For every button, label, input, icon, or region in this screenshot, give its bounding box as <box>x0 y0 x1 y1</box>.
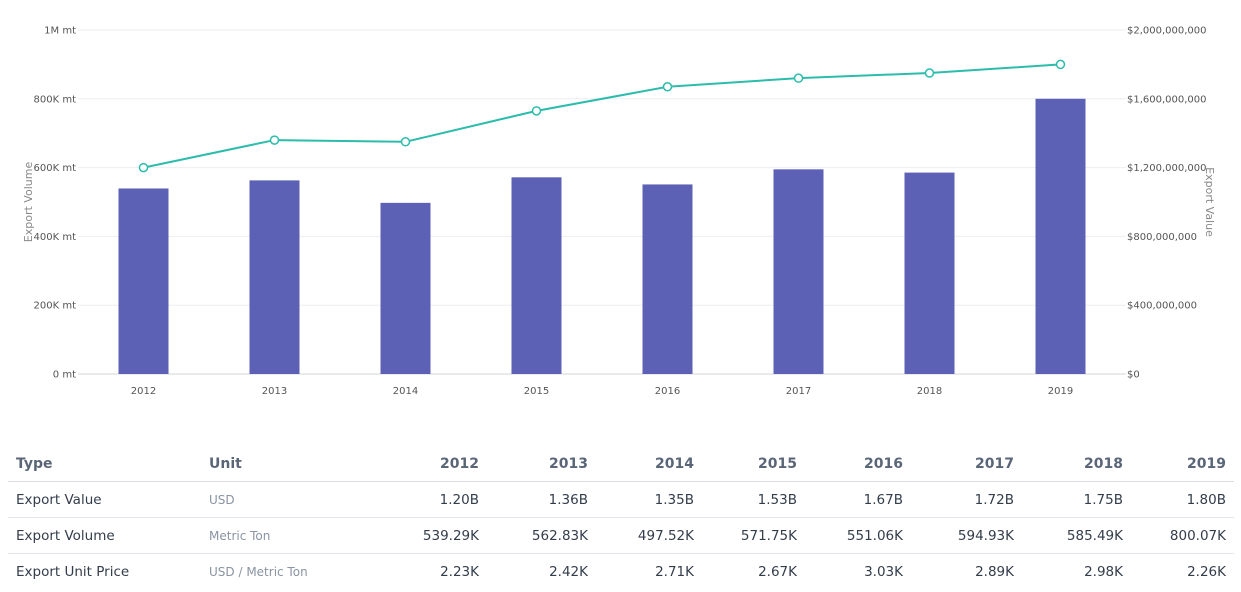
table-row: Export Volume Metric Ton 539.29K 562.83K 497… <box>8 517 1234 554</box>
column-header: 2018 <box>1022 446 1131 482</box>
bar-2015[interactable] <box>511 177 562 374</box>
table-cell: 1.53B <box>702 481 805 518</box>
y-tick-label: 0 mt <box>53 370 76 381</box>
row-type: Export Value <box>8 481 201 518</box>
x-tick-label: 2012 <box>131 386 156 397</box>
table-cell: 571.75K <box>702 517 805 554</box>
table-cell: 800.07K <box>1131 517 1234 554</box>
left-axis: 0 mt 200K mt 400K mt 600K mt 800K mt 1M mt <box>34 26 77 381</box>
bar-2013[interactable] <box>249 180 300 374</box>
x-tick-label: 2017 <box>786 386 811 397</box>
table-cell: 2.71K <box>655 563 694 580</box>
point-2019[interactable] <box>1055 59 1066 70</box>
y2-tick-label: $0 <box>1127 370 1140 381</box>
bar-2018[interactable] <box>904 172 955 374</box>
table-cell: 594.93K <box>911 517 1022 554</box>
bar-2017[interactable] <box>773 169 824 374</box>
row-type: Export Volume <box>8 517 201 554</box>
x-tick-label: 2018 <box>917 386 942 397</box>
gridlines <box>78 29 1126 375</box>
table-cell: 1.67B <box>805 481 911 518</box>
x-tick-label: 2019 <box>1048 386 1073 397</box>
table-cell: 1.35B <box>596 481 702 518</box>
line-series-export-value <box>138 59 1066 173</box>
table-header-row: Type Unit 2012 2013 2014 2015 2016 2017 2018 2019 <box>8 446 1234 482</box>
table-cell: 1.20B <box>381 481 487 518</box>
column-header: 2014 <box>596 446 702 482</box>
column-header: 2013 <box>487 446 596 482</box>
y-axis-title: Export Volume <box>22 162 35 243</box>
table-cell: 497.52K <box>596 517 702 554</box>
bar-series-export-volume <box>118 98 1086 375</box>
bar-2012[interactable] <box>118 188 169 374</box>
column-header: 2015 <box>702 446 805 482</box>
table-cell: 2.42K <box>549 563 588 580</box>
table-cell: 2.98K <box>1084 563 1123 580</box>
point-2018[interactable] <box>924 68 935 78</box>
y2-tick-label: $2,000,000,000 <box>1127 26 1207 37</box>
y-tick-label: 800K mt <box>34 94 77 105</box>
column-header: 2016 <box>805 446 911 482</box>
table-cell: 1.75B <box>1022 481 1131 518</box>
row-type: Export Unit Price <box>16 563 130 580</box>
table-cell: 2.26K <box>1187 563 1226 580</box>
y2-tick-label: $1,600,000,000 <box>1127 94 1207 105</box>
y-tick-label: 400K mt <box>34 232 77 243</box>
bar-2014[interactable] <box>380 202 431 374</box>
point-2016[interactable] <box>662 82 673 92</box>
table-cell: 585.49K <box>1022 517 1131 554</box>
bar-2016[interactable] <box>642 184 693 374</box>
point-2014[interactable] <box>400 137 411 147</box>
point-2012[interactable] <box>138 162 149 173</box>
y2-tick-label: $800,000,000 <box>1127 232 1197 243</box>
table-body: Export Value USD 1.20B 1.36B 1.35B 1.53B 1.67B… <box>8 481 1234 590</box>
point-2015[interactable] <box>531 106 542 116</box>
data-table: Type Unit 2012 2013 2014 2015 2016 2017 2018 2019… <box>8 446 1234 589</box>
y-tick-label: 1M mt <box>44 26 76 37</box>
y2-tick-label: $1,200,000,000 <box>1127 163 1207 174</box>
table-cell: 1.72B <box>911 481 1022 518</box>
y-tick-label: 200K mt <box>34 301 77 312</box>
x-axis: 2012 2013 2014 2015 2016 2017 2018 2019 <box>131 386 1073 397</box>
x-tick-label: 2014 <box>393 386 418 397</box>
table-cell: 562.83K <box>487 517 596 554</box>
x-tick-label: 2015 <box>524 386 549 397</box>
y2-tick-label: $400,000,000 <box>1127 301 1197 312</box>
x-tick-label: 2016 <box>655 386 680 397</box>
y2-axis-title: Export Value <box>1203 167 1216 237</box>
table-row: Export Unit Price USD / Metric Ton 2.23K 2.… <box>8 554 1234 590</box>
bar-2019[interactable] <box>1035 98 1086 375</box>
column-header: 2012 <box>381 446 487 482</box>
table-cell: 2.67K <box>758 563 797 580</box>
point-2013[interactable] <box>269 135 280 145</box>
column-header: Unit <box>201 446 381 482</box>
table-cell: 2.89K <box>975 563 1014 580</box>
point-2017[interactable] <box>793 73 804 83</box>
table-cell: 3.03K <box>864 563 903 580</box>
right-axis: $0 $400,000,000 $800,000,000 $1,200,000,000… <box>1127 26 1207 381</box>
table-cell: 551.06K <box>805 517 911 554</box>
combo-chart: 0 mt 200K mt 400K mt 600K mt 800K mt 1M mt $0… <box>22 26 1216 398</box>
column-header: Type <box>8 446 201 482</box>
x-tick-label: 2013 <box>262 386 287 397</box>
row-unit: USD / Metric Ton <box>209 564 308 579</box>
column-header: 2017 <box>911 446 1022 482</box>
column-header: 2019 <box>1131 446 1234 482</box>
row-unit: Metric Ton <box>201 517 381 554</box>
table-cell: 539.29K <box>381 517 487 554</box>
table-cell: 2.23K <box>440 563 479 580</box>
y-tick-label: 600K mt <box>34 163 77 174</box>
row-unit: USD <box>201 481 381 518</box>
table-cell: 1.36B <box>487 481 596 518</box>
table-cell: 1.80B <box>1131 481 1234 518</box>
export-value-line <box>143 63 1061 169</box>
table-row: Export Value USD 1.20B 1.36B 1.35B 1.53B 1.67B… <box>8 481 1234 518</box>
